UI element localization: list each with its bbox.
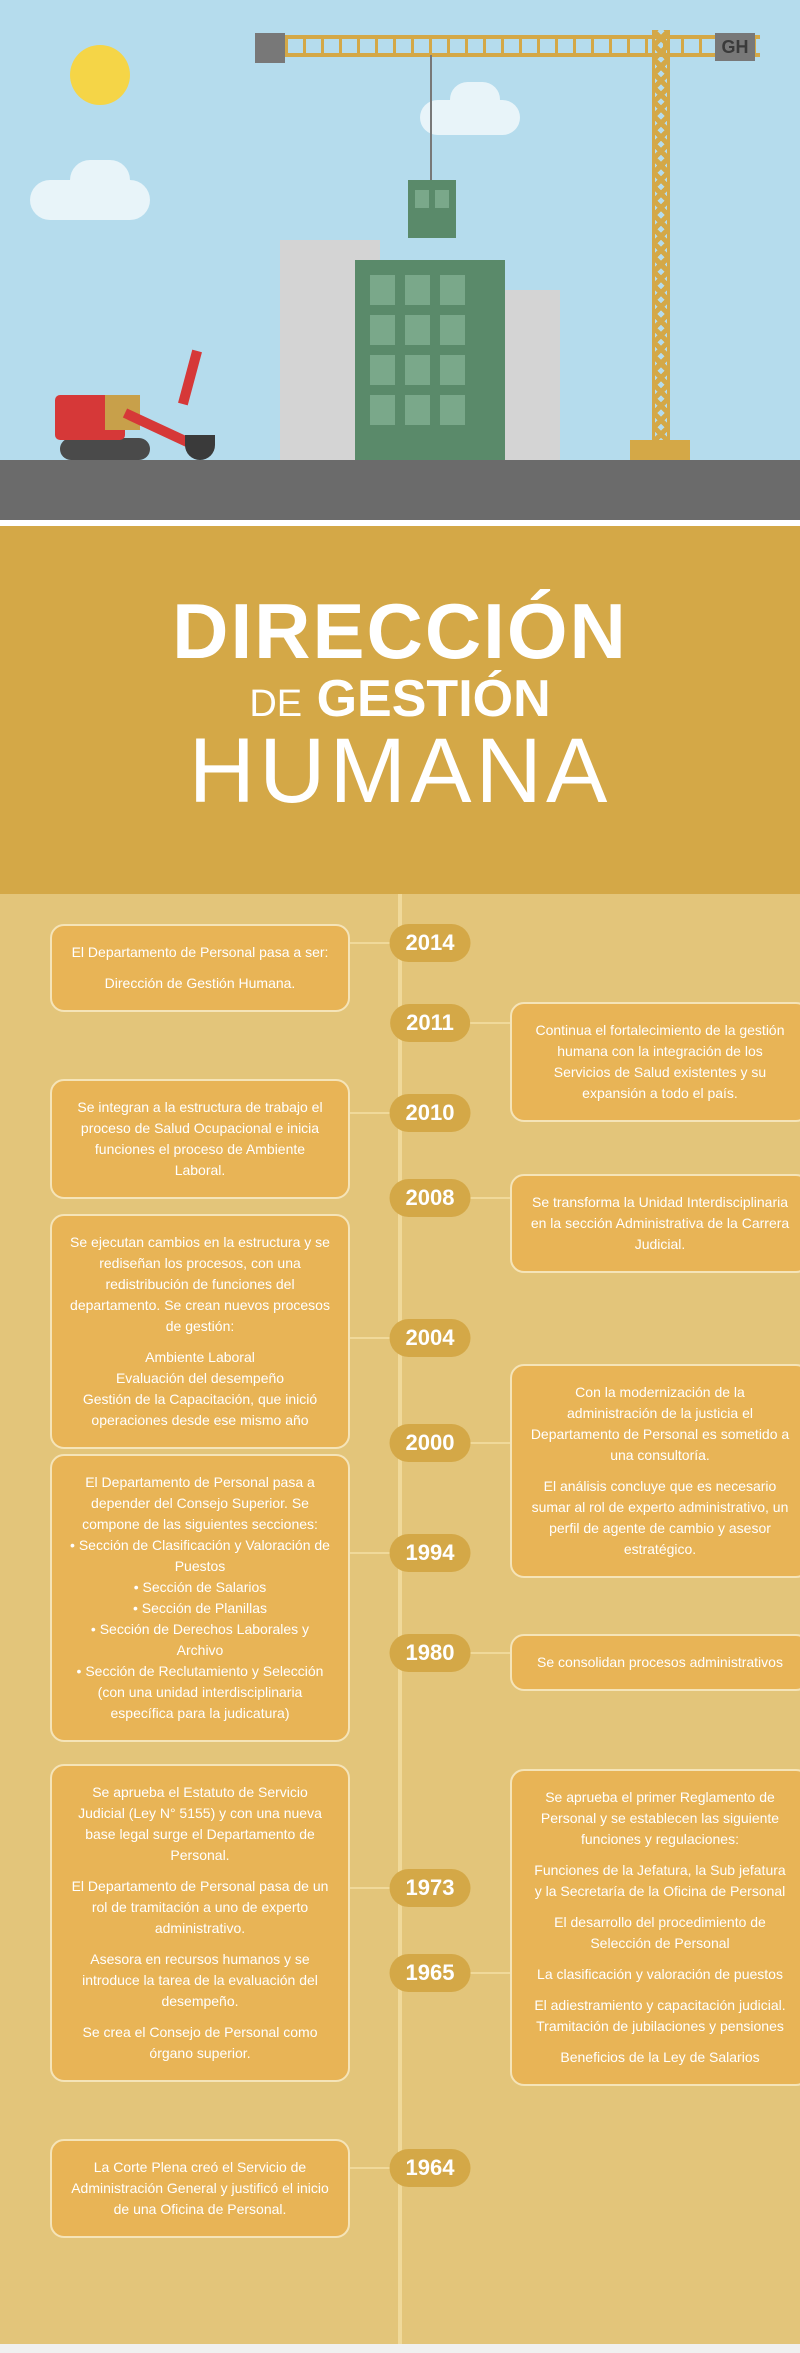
timeline-card: La Corte Plena creó el Servicio de Admin… bbox=[50, 2139, 350, 2238]
crane-load-icon bbox=[408, 180, 456, 238]
crane-jib-icon bbox=[270, 35, 760, 57]
cloud-icon bbox=[30, 180, 150, 220]
timeline-card: El Departamento de Personal pasa a depen… bbox=[50, 1454, 350, 1742]
timeline-card: Continua el fortalecimiento de la gestió… bbox=[510, 1002, 800, 1122]
year-badge: 2004 bbox=[390, 1319, 471, 1357]
hero-illustration: GH bbox=[0, 0, 800, 520]
year-badge: 1994 bbox=[390, 1534, 471, 1572]
cloud-icon bbox=[420, 100, 520, 135]
crane-badge: GH bbox=[715, 33, 755, 61]
title-panel: DIRECCIÓN DE GESTIÓN HUMANA bbox=[0, 520, 800, 894]
year-badge: 2000 bbox=[390, 1424, 471, 1462]
crane-counterweight-icon bbox=[255, 33, 285, 63]
year-badge: 2014 bbox=[390, 924, 471, 962]
year-badge: 2011 bbox=[390, 1004, 470, 1042]
building-green-icon bbox=[355, 260, 505, 460]
year-badge: 2008 bbox=[390, 1179, 471, 1217]
year-badge: 1980 bbox=[390, 1634, 471, 1672]
crane-cable-icon bbox=[430, 55, 432, 185]
timeline-card: Se transforma la Unidad Interdisciplinar… bbox=[510, 1174, 800, 1273]
timeline-card: Se consolidan procesos administrativos bbox=[510, 1634, 800, 1691]
timeline-card: Con la modernización de la administració… bbox=[510, 1364, 800, 1578]
timeline-card: Se integran a la estructura de trabajo e… bbox=[50, 1079, 350, 1199]
year-badge: 2010 bbox=[390, 1094, 471, 1132]
title-line1: DIRECCIÓN bbox=[40, 586, 760, 677]
year-badge: 1965 bbox=[390, 1954, 471, 1992]
crane-base-icon bbox=[630, 440, 690, 460]
year-badge: 1973 bbox=[390, 1869, 471, 1907]
title-line3: HUMANA bbox=[40, 719, 760, 824]
timeline-card: Se ejecutan cambios en la estructura y s… bbox=[50, 1214, 350, 1449]
timeline-card: El Departamento de Personal pasa a ser:D… bbox=[50, 924, 350, 1012]
timeline: 2014 El Departamento de Personal pasa a s… bbox=[0, 894, 800, 2344]
timeline-card: Se aprueba el Estatuto de Servicio Judic… bbox=[50, 1764, 350, 2082]
crane-mast-icon bbox=[652, 30, 670, 460]
timeline-card: Se aprueba el primer Reglamento de Perso… bbox=[510, 1769, 800, 2086]
sun-icon bbox=[70, 45, 130, 105]
ground-icon bbox=[0, 460, 800, 520]
year-badge: 1964 bbox=[390, 2149, 471, 2187]
